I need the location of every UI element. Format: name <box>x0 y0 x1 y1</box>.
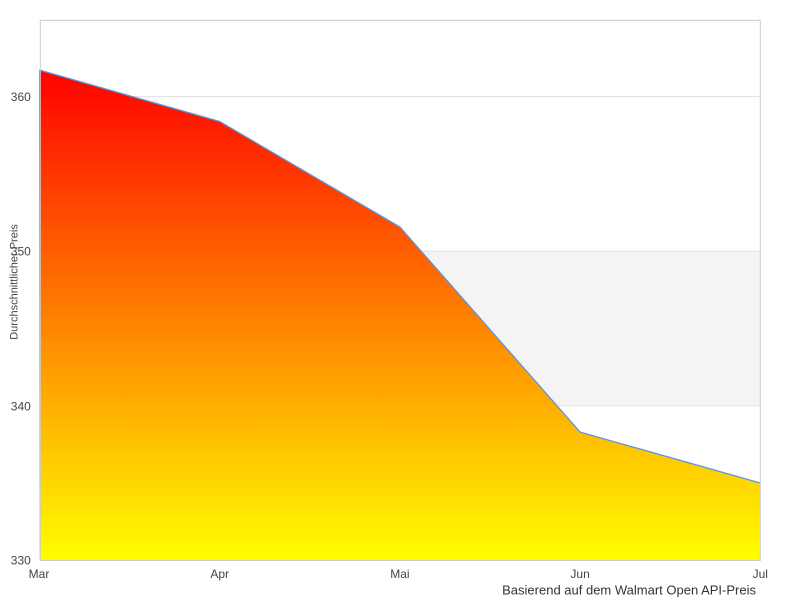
svg-text:Basierend auf dem Walmart Open: Basierend auf dem Walmart Open API-Preis <box>502 582 756 597</box>
svg-text:350: 350 <box>11 245 31 259</box>
svg-text:340: 340 <box>11 399 31 413</box>
svg-text:360: 360 <box>11 90 31 104</box>
svg-text:Jul: Jul <box>753 567 768 581</box>
svg-text:Jun: Jun <box>570 567 589 581</box>
svg-text:Mai: Mai <box>390 567 409 581</box>
svg-text:Apr: Apr <box>210 567 229 581</box>
svg-text:Durchschnittlicher Preis: Durchschnittlicher Preis <box>9 224 21 340</box>
svg-text:330: 330 <box>11 554 31 568</box>
svg-text:Mar: Mar <box>29 567 50 581</box>
